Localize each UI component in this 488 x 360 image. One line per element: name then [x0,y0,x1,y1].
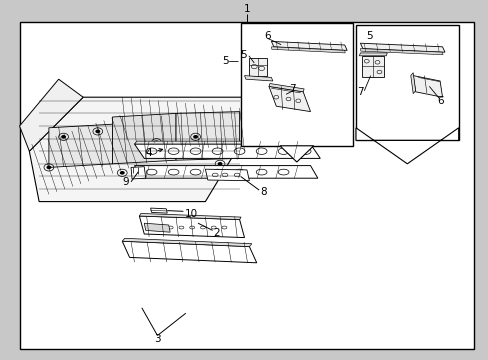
Polygon shape [249,58,266,76]
Polygon shape [271,47,345,53]
Polygon shape [122,241,256,263]
Text: 8: 8 [259,187,266,197]
Text: 4: 4 [145,148,162,158]
Text: 2: 2 [213,228,220,238]
Polygon shape [139,216,244,238]
Circle shape [217,162,222,166]
Polygon shape [268,84,304,92]
Polygon shape [279,146,313,162]
Ellipse shape [190,148,201,154]
Circle shape [95,130,100,133]
Text: 3: 3 [154,334,161,344]
Polygon shape [134,166,317,178]
Ellipse shape [168,148,179,154]
Ellipse shape [212,169,223,175]
Polygon shape [144,223,170,232]
Polygon shape [112,113,176,164]
Ellipse shape [222,226,226,229]
Ellipse shape [157,226,162,229]
Polygon shape [150,208,167,213]
Text: 5: 5 [240,50,246,60]
Text: 7: 7 [356,87,363,97]
Polygon shape [122,238,251,247]
Polygon shape [355,128,458,164]
Text: 10: 10 [184,209,198,219]
Ellipse shape [146,169,157,175]
Ellipse shape [256,169,266,175]
Polygon shape [359,53,386,56]
Polygon shape [360,43,444,52]
Polygon shape [361,56,383,77]
Polygon shape [410,73,415,94]
Polygon shape [176,112,239,160]
Polygon shape [134,141,312,144]
Ellipse shape [211,226,216,229]
Ellipse shape [300,148,310,154]
Circle shape [120,171,124,175]
Polygon shape [134,144,320,158]
Circle shape [154,140,159,144]
Polygon shape [412,76,442,97]
Ellipse shape [278,148,288,154]
Ellipse shape [234,173,240,177]
Ellipse shape [234,148,244,154]
Polygon shape [271,41,346,50]
Polygon shape [139,213,241,220]
Ellipse shape [278,169,288,175]
Text: 6: 6 [436,96,443,106]
Ellipse shape [200,226,205,229]
Text: 6: 6 [264,31,271,41]
Ellipse shape [212,148,223,154]
Ellipse shape [168,226,173,229]
Polygon shape [131,167,145,179]
Circle shape [193,135,198,139]
Circle shape [61,135,66,139]
Polygon shape [29,97,244,202]
Text: 5: 5 [365,31,372,41]
Ellipse shape [168,169,179,175]
Polygon shape [360,49,442,55]
Bar [355,25,458,140]
Polygon shape [20,79,83,151]
Ellipse shape [146,226,151,229]
Circle shape [46,166,51,169]
Text: 9: 9 [122,177,129,187]
Ellipse shape [146,148,157,154]
Polygon shape [49,124,112,167]
Ellipse shape [190,169,201,175]
Polygon shape [244,76,272,81]
Ellipse shape [212,173,218,177]
Ellipse shape [256,148,266,154]
Ellipse shape [179,226,183,229]
Bar [240,23,352,146]
Ellipse shape [234,169,244,175]
Text: 7: 7 [288,84,295,94]
Ellipse shape [222,173,227,177]
Text: 5—: 5— [222,56,239,66]
Text: 1: 1 [243,4,250,14]
Polygon shape [268,86,310,112]
Polygon shape [205,169,249,181]
Ellipse shape [189,226,194,229]
